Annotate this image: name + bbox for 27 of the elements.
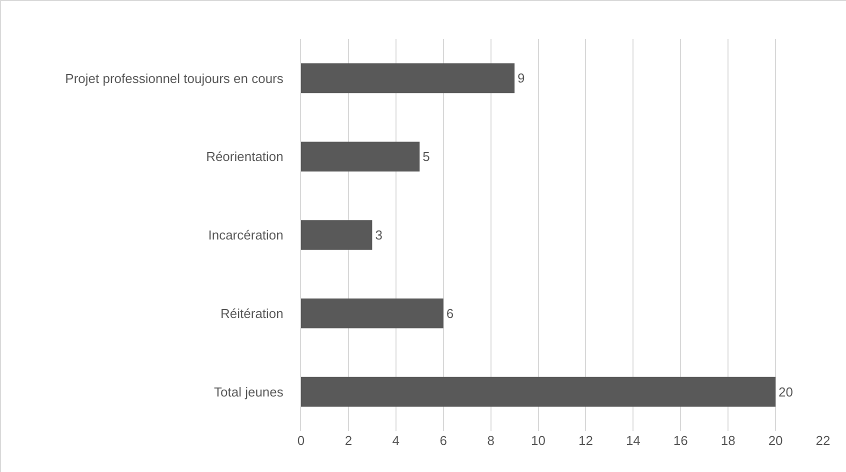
x-tick-label: 4 <box>392 433 400 448</box>
data-label: 6 <box>446 306 454 321</box>
x-tick-label: 14 <box>626 433 640 448</box>
bar <box>301 376 776 407</box>
x-tick-label: 20 <box>768 433 783 448</box>
bar <box>301 63 515 94</box>
y-tick-label: Total jeunes <box>214 384 284 400</box>
x-tick-label: 10 <box>531 433 546 448</box>
x-tick-label: 6 <box>440 433 447 448</box>
y-tick-label: Incarcération <box>208 228 284 243</box>
y-tick-label: Réorientation <box>206 149 284 164</box>
x-tick-label: 8 <box>487 433 494 448</box>
y-tick-label: Réitération <box>220 306 284 321</box>
data-label: 20 <box>778 384 794 400</box>
bar <box>301 220 372 250</box>
x-tick-label: 16 <box>673 433 688 448</box>
data-label: 5 <box>422 149 430 164</box>
x-tick-label: 22 <box>816 433 830 448</box>
bar <box>301 142 420 172</box>
x-tick-label: 0 <box>297 433 305 448</box>
data-label: 9 <box>518 70 525 86</box>
bar <box>301 298 444 328</box>
x-tick-label: 12 <box>578 433 593 448</box>
x-tick-label: 2 <box>344 433 352 448</box>
x-tick-label: 18 <box>720 433 736 448</box>
y-tick-label: Projet professionnel toujours en cours <box>65 70 284 86</box>
data-label: 3 <box>375 228 382 242</box>
